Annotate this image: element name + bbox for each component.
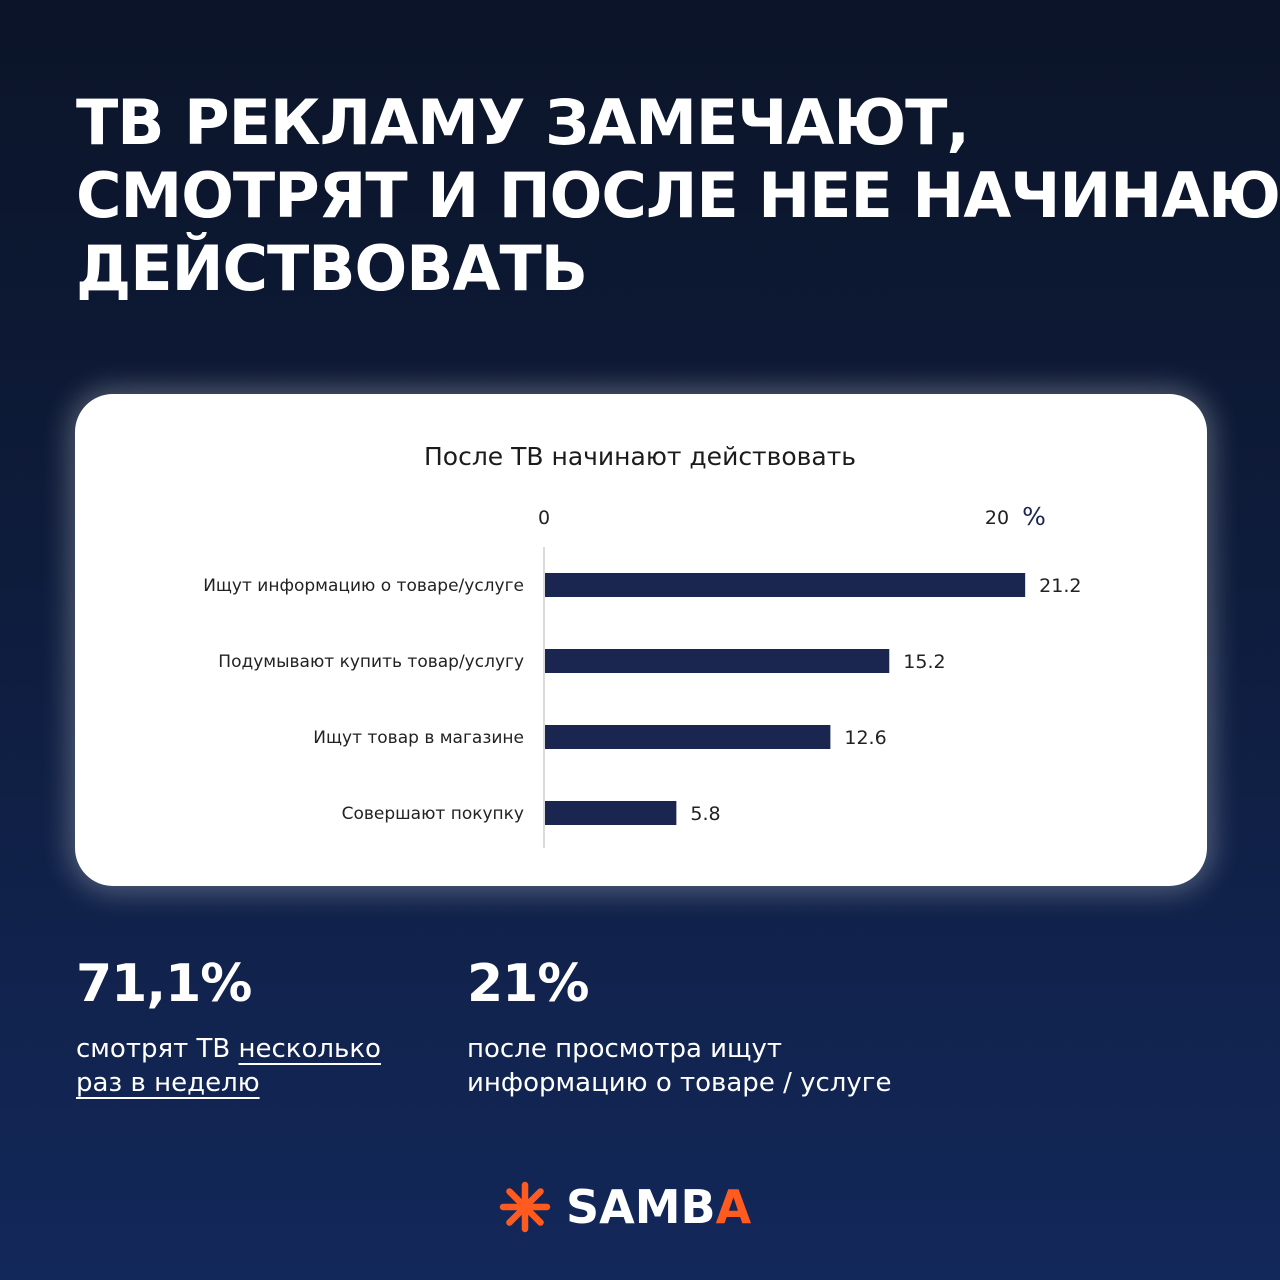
logo-text-main: SAMB bbox=[566, 1180, 716, 1234]
bar bbox=[545, 725, 831, 749]
bar-chart: После ТВ начинают действовать 0 20 % Ищу… bbox=[203, 442, 1081, 848]
asterisk-icon bbox=[499, 1181, 551, 1233]
bar-value-label: 15.2 bbox=[903, 651, 945, 673]
stat-text-line-2: информацию о товаре / услуге bbox=[467, 1068, 892, 1098]
headline-line-1: ТВ РЕКЛАМУ ЗАМЕЧАЮТ, bbox=[76, 86, 970, 159]
stat-value: 71,1% bbox=[76, 954, 252, 1014]
logo-text-accent: A bbox=[715, 1180, 752, 1234]
bar bbox=[545, 649, 890, 673]
logo-wordmark: SAMBA bbox=[566, 1180, 751, 1234]
category-label: Совершают покупку bbox=[342, 804, 524, 824]
samba-logo: SAMBA bbox=[498, 1180, 751, 1234]
bar-value-label: 21.2 bbox=[1039, 575, 1081, 597]
category-label: Ищут товар в магазине bbox=[313, 728, 524, 748]
stat-description: смотрят ТВ несколько раз в неделю bbox=[76, 1032, 381, 1100]
bar-value-label: 5.8 bbox=[690, 803, 720, 825]
stat-value: 21% bbox=[467, 954, 589, 1014]
headline-line-2: СМОТРЯТ И ПОСЛЕ НЕЕ НАЧИНАЮТ bbox=[76, 159, 1280, 232]
stat-description: после просмотра ищут информацию о товаре… bbox=[467, 1032, 891, 1100]
stat-search-info: 21% после просмотра ищут информацию о то… bbox=[467, 952, 891, 1100]
stat-text-underlined: несколько bbox=[238, 1034, 381, 1064]
stat-text-line-1: после просмотра ищут bbox=[467, 1034, 783, 1064]
category-label: Ищут информацию о товаре/услуге bbox=[203, 576, 524, 596]
headline: ТВ РЕКЛАМУ ЗАМЕЧАЮТ, СМОТРЯТ И ПОСЛЕ НЕЕ… bbox=[76, 86, 1280, 305]
bars-group: Ищут информацию о товаре/услуге 21.2 Подум… bbox=[203, 573, 1081, 825]
chart-card: После ТВ начинают действовать 0 20 % Ищу… bbox=[75, 394, 1207, 886]
headline-line-3: ДЕЙСТВОВАТЬ bbox=[76, 232, 588, 305]
bar bbox=[545, 801, 677, 825]
chart-title: После ТВ начинают действовать bbox=[424, 442, 856, 471]
x-tick-0: 0 bbox=[538, 507, 550, 529]
stat-text-underlined-2: раз в неделю bbox=[76, 1068, 260, 1098]
stat-watch-frequency: 71,1% смотрят ТВ несколько раз в неделю bbox=[76, 952, 381, 1100]
bar-value-label: 12.6 bbox=[844, 727, 886, 749]
axis-unit: % bbox=[1022, 502, 1046, 531]
x-tick-20: 20 bbox=[985, 507, 1009, 529]
category-label: Подумывают купить товар/услугу bbox=[218, 652, 524, 672]
bar bbox=[545, 573, 1026, 597]
stat-text-plain: смотрят ТВ bbox=[76, 1034, 239, 1064]
